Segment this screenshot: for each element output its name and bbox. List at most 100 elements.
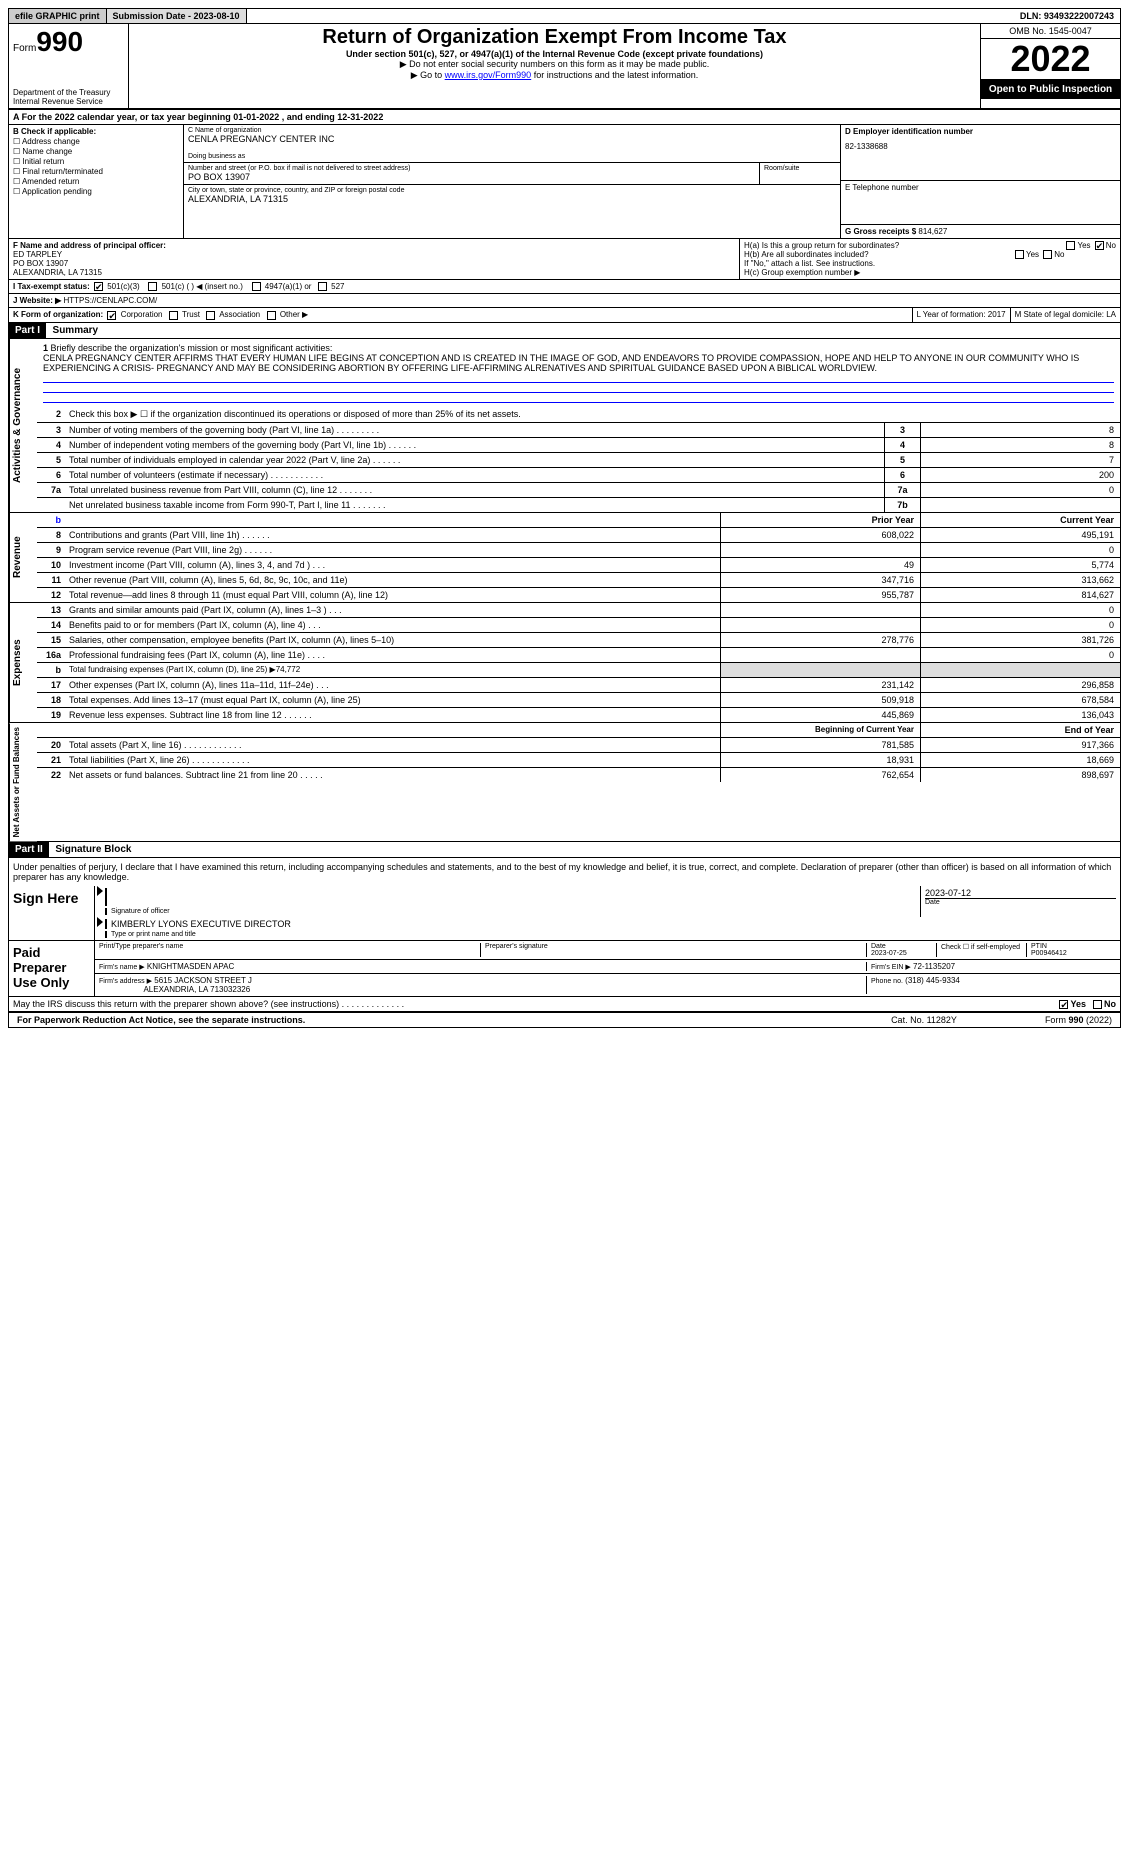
e14c: 0: [920, 618, 1120, 632]
e17c: 296,858: [920, 678, 1120, 692]
firm-phone: (318) 445-9334: [905, 976, 960, 985]
website-value: HTTPS://CENLAPC.COM/: [63, 296, 157, 305]
ptin-label: PTIN: [1031, 943, 1047, 950]
ln13: Grants and similar amounts paid (Part IX…: [65, 603, 720, 617]
paid-preparer-label: Paid Preparer Use Only: [9, 941, 94, 996]
section-b-label: B Check if applicable:: [13, 127, 96, 136]
dln-label: DLN: 93493222007243: [1014, 9, 1120, 23]
chk-initial-return[interactable]: ☐ Initial return: [13, 157, 179, 166]
r11p: 347,716: [720, 573, 920, 587]
sig-name-label: Type or print name and title: [105, 931, 1120, 938]
firm-addr2: ALEXANDRIA, LA 713032326: [143, 985, 250, 994]
form-prefix: Form: [13, 43, 36, 54]
chk-501c[interactable]: [148, 282, 157, 291]
hb-note: If "No," attach a list. See instructions…: [744, 259, 1116, 268]
gross-receipts-label: G Gross receipts $: [845, 227, 916, 236]
irs-label: Internal Revenue Service: [13, 97, 124, 106]
hb-no[interactable]: [1043, 250, 1052, 259]
footer-right: Form 990 (2022): [1041, 1015, 1116, 1025]
r11c: 313,662: [920, 573, 1120, 587]
r10p: 49: [720, 558, 920, 572]
part-i-badge: Part I: [9, 323, 46, 338]
firm-name: KNIGHTMASDEN APAC: [147, 962, 234, 971]
v7a: 0: [920, 483, 1120, 497]
sign-here-row: Sign Here Signature of officer 2023-07-1…: [9, 886, 1120, 941]
e14p: [720, 618, 920, 632]
ha-yes[interactable]: [1066, 241, 1075, 250]
n20e: 917,366: [920, 738, 1120, 752]
section-j: J Website: ▶ HTTPS://CENLAPC.COM/: [9, 294, 1120, 308]
header-right: OMB No. 1545-0047 2022 Open to Public In…: [980, 24, 1120, 108]
prior-year-hdr: Prior Year: [720, 513, 920, 527]
website-label: J Website: ▶: [13, 296, 61, 305]
header-left: Form990 Department of the Treasury Inter…: [9, 24, 129, 108]
r9p: [720, 543, 920, 557]
chk-assoc[interactable]: [206, 311, 215, 320]
ln16a: Professional fundraising fees (Part IX, …: [65, 648, 720, 662]
ha-no[interactable]: [1095, 241, 1104, 250]
may-yes[interactable]: [1059, 1000, 1068, 1009]
ha-label: H(a) Is this a group return for subordin…: [744, 241, 899, 250]
chk-trust[interactable]: [169, 311, 178, 320]
irs-link[interactable]: www.irs.gov/Form990: [445, 70, 532, 80]
chk-app-pending[interactable]: ☐ Application pending: [13, 187, 179, 196]
form-org-label: K Form of organization:: [13, 310, 103, 319]
e13c: 0: [920, 603, 1120, 617]
r8c: 495,191: [920, 528, 1120, 542]
perjury-declaration: Under penalties of perjury, I declare th…: [9, 858, 1120, 886]
omb-number: OMB No. 1545-0047: [981, 24, 1120, 39]
chk-corp[interactable]: [107, 311, 116, 320]
part-ii-badge: Part II: [9, 842, 49, 857]
ein-value: 82-1338688: [845, 142, 1116, 151]
sig-date-label: Date: [925, 898, 1116, 906]
org-name-label: C Name of organization: [188, 127, 836, 134]
form-header: Form990 Department of the Treasury Inter…: [9, 24, 1120, 110]
chk-527[interactable]: [318, 282, 327, 291]
ln12: Total revenue—add lines 8 through 11 (mu…: [65, 588, 720, 602]
footer-left: For Paperwork Reduction Act Notice, see …: [13, 1015, 887, 1025]
ln22: Net assets or fund balances. Subtract li…: [65, 768, 720, 782]
firm-name-label: Firm's name ▶: [99, 964, 145, 971]
form-title: Return of Organization Exempt From Incom…: [133, 26, 976, 49]
goto-note: ▶ Go to www.irs.gov/Form990 for instruct…: [133, 70, 976, 81]
pp-self-emp: Check ☐ if self-employed: [936, 943, 1026, 957]
e19c: 136,043: [920, 708, 1120, 722]
ln7b: Net unrelated business taxable income fr…: [65, 498, 884, 512]
section-de: D Employer identification number 82-1338…: [840, 125, 1120, 238]
ln4: Number of independent voting members of …: [65, 438, 884, 452]
n21b: 18,931: [720, 753, 920, 767]
may-discuss-text: May the IRS discuss this return with the…: [13, 999, 1057, 1009]
n20b: 781,585: [720, 738, 920, 752]
triangle-icon-2: [97, 917, 103, 927]
r9c: 0: [920, 543, 1120, 557]
chk-name-change[interactable]: ☐ Name change: [13, 147, 179, 156]
pp-date: 2023-07-25: [871, 950, 907, 957]
chk-final-return[interactable]: ☐ Final return/terminated: [13, 167, 179, 176]
tax-status-label: I Tax-exempt status:: [13, 282, 90, 291]
current-year-hdr: Current Year: [920, 513, 1120, 527]
end-year-hdr: End of Year: [920, 723, 1120, 737]
ln21: Total liabilities (Part X, line 26) . . …: [65, 753, 720, 767]
paid-preparer-row: Paid Preparer Use Only Print/Type prepar…: [9, 941, 1120, 997]
chk-other[interactable]: [267, 311, 276, 320]
chk-amended[interactable]: ☐ Amended return: [13, 177, 179, 186]
chk-4947[interactable]: [252, 282, 261, 291]
goto-pre: ▶ Go to: [411, 70, 445, 80]
pp-sig-label: Preparer's signature: [480, 943, 866, 957]
v4: 8: [920, 438, 1120, 452]
sig-date: 2023-07-12: [925, 888, 1116, 898]
e15c: 381,726: [920, 633, 1120, 647]
submission-date-button[interactable]: Submission Date - 2023-08-10: [107, 9, 247, 23]
r12c: 814,627: [920, 588, 1120, 602]
pp-date-label: Date: [871, 943, 886, 950]
ln1-label: Briefly describe the organization's miss…: [51, 343, 333, 353]
chk-address-change[interactable]: ☐ Address change: [13, 137, 179, 146]
chk-501c3[interactable]: [94, 282, 103, 291]
section-l: L Year of formation: 2017: [912, 308, 1011, 321]
ln5: Total number of individuals employed in …: [65, 453, 884, 467]
part-i-title: Summary: [49, 325, 99, 336]
e16ap: [720, 648, 920, 662]
e13p: [720, 603, 920, 617]
may-no[interactable]: [1093, 1000, 1102, 1009]
hb-yes[interactable]: [1015, 250, 1024, 259]
